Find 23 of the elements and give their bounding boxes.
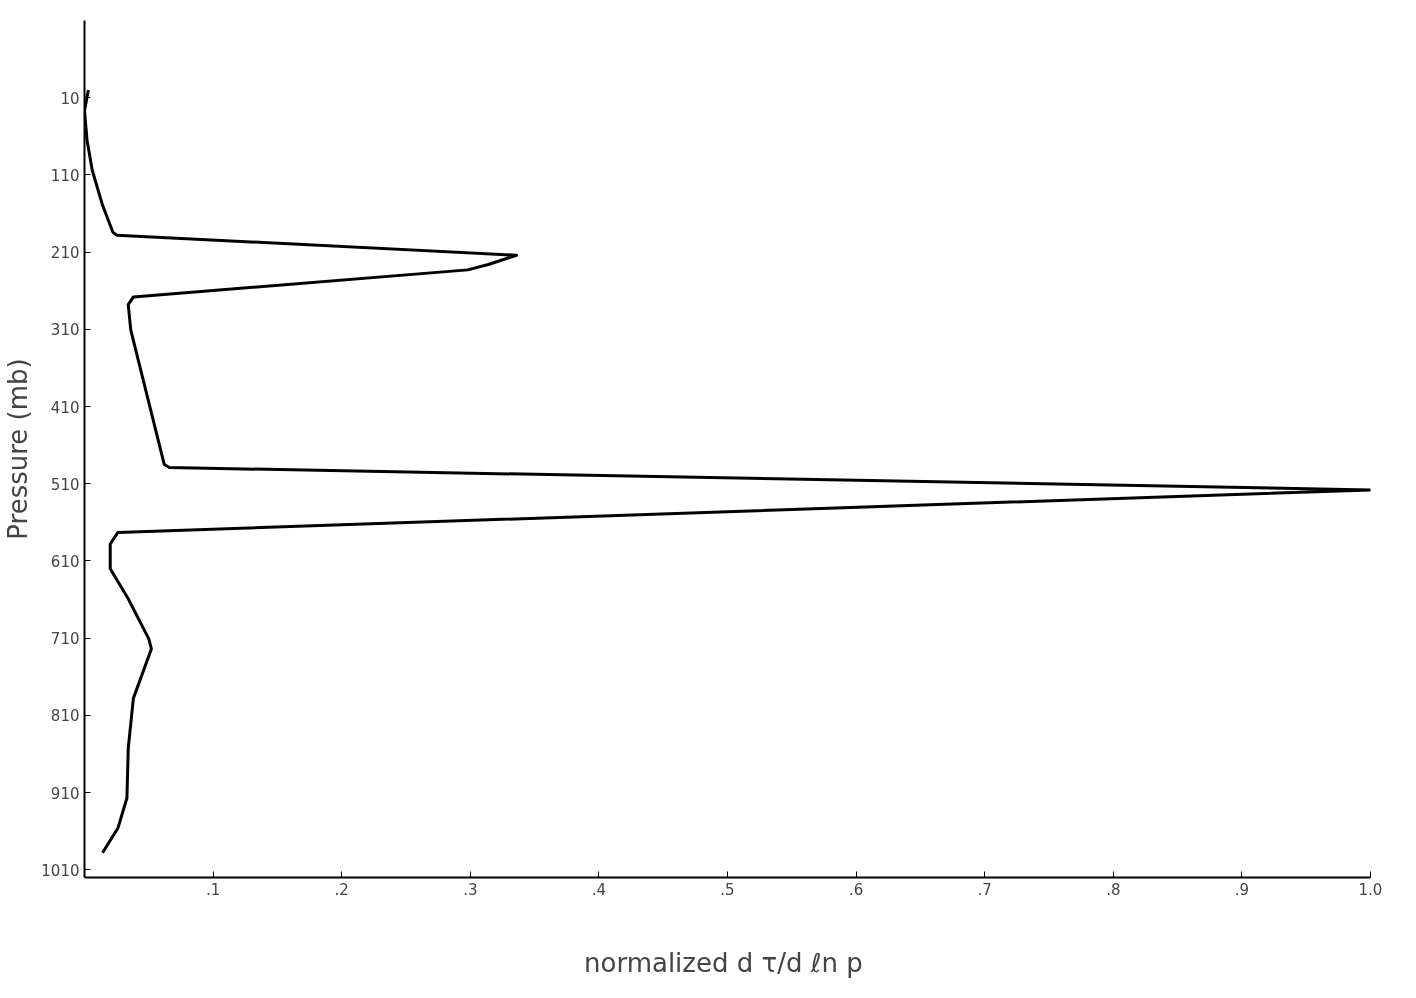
x-tick-label: .9	[1234, 880, 1250, 899]
x-tick-label: .6	[848, 880, 864, 899]
x-tick-label: .1	[205, 880, 221, 899]
y-tick-label: 510	[50, 475, 80, 494]
y-tick-label: 410	[50, 398, 80, 417]
x-tick-label: .7	[977, 880, 992, 899]
y-tick-label: 610	[50, 552, 80, 571]
x-tick-label: .8	[1106, 880, 1121, 899]
y-tick-label: 110	[50, 166, 80, 185]
y-tick-label: 210	[50, 244, 80, 263]
y-tick-label: 910	[50, 784, 80, 803]
y-tick-label: 710	[50, 630, 80, 649]
x-axis-title: normalized d τ/d ℓn p	[584, 947, 863, 978]
x-tick-label: 1.0	[1358, 880, 1383, 899]
y-tick-label: 810	[50, 707, 80, 726]
x-tick-label: .4	[591, 880, 607, 899]
y-axis-title: Pressure (mb)	[3, 358, 34, 540]
y-tick-label: 1010	[41, 861, 80, 880]
x-tick-label: .2	[334, 880, 349, 899]
x-tick-label: .5	[720, 880, 735, 899]
y-tick-label: 10	[60, 89, 80, 108]
y-tick-label: 310	[50, 321, 80, 340]
x-tick-label: .3	[463, 880, 478, 899]
